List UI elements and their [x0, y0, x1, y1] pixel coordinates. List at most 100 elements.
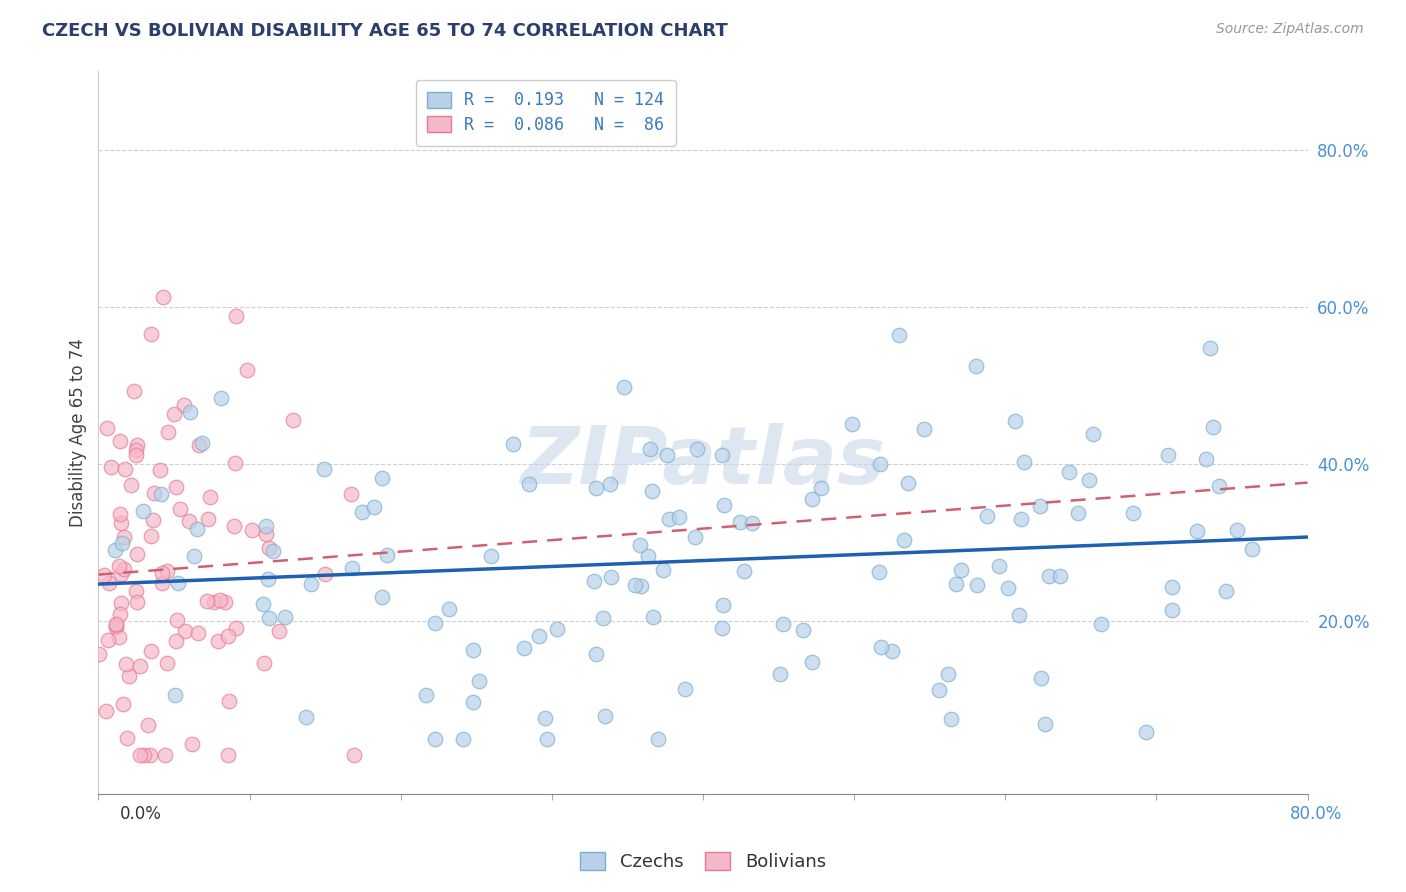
- Point: [187, 626, 209, 640]
- Point: [129, 659, 152, 673]
- Point: [976, 508, 998, 523]
- Point: [236, 363, 259, 377]
- Point: [585, 647, 607, 661]
- Point: [110, 516, 132, 530]
- Point: [267, 624, 290, 639]
- Point: [437, 602, 460, 616]
- Point: [155, 747, 177, 762]
- Point: [1135, 725, 1157, 739]
- Point: [810, 481, 832, 495]
- Legend: R =  0.193   N = 124, R =  0.086   N =  86: R = 0.193 N = 124, R = 0.086 N = 86: [416, 79, 676, 145]
- Point: [769, 667, 792, 681]
- Point: [150, 576, 173, 591]
- Point: [887, 328, 910, 343]
- Point: [127, 548, 149, 562]
- Point: [174, 624, 197, 639]
- Point: [728, 515, 751, 529]
- Point: [256, 573, 278, 587]
- Point: [142, 485, 165, 500]
- Point: [468, 673, 491, 688]
- Point: [110, 507, 132, 521]
- Point: [150, 566, 173, 580]
- Point: [136, 718, 159, 732]
- Point: [139, 644, 162, 658]
- Point: [225, 622, 247, 636]
- Point: [461, 695, 484, 709]
- Point: [711, 448, 734, 462]
- Point: [583, 574, 606, 588]
- Point: [882, 643, 904, 657]
- Point: [949, 563, 972, 577]
- Point: [1067, 506, 1090, 520]
- Point: [686, 442, 709, 456]
- Point: [600, 570, 623, 584]
- Point: [585, 481, 607, 495]
- Point: [118, 669, 141, 683]
- Point: [183, 549, 205, 564]
- Point: [965, 359, 987, 373]
- Point: [1122, 506, 1144, 520]
- Point: [741, 516, 763, 530]
- Point: [217, 747, 239, 762]
- Point: [314, 567, 336, 582]
- Point: [536, 731, 558, 746]
- Point: [122, 384, 145, 399]
- Point: [1208, 478, 1230, 492]
- Point: [772, 616, 794, 631]
- Point: [202, 595, 225, 609]
- Point: [1038, 568, 1060, 582]
- Point: [997, 582, 1019, 596]
- Point: [592, 611, 614, 625]
- Point: [105, 618, 128, 632]
- Point: [1029, 499, 1052, 513]
- Point: [169, 501, 191, 516]
- Point: [897, 476, 920, 491]
- Point: [257, 541, 280, 556]
- Point: [423, 615, 446, 630]
- Point: [207, 634, 229, 648]
- Point: [214, 595, 236, 609]
- Point: [479, 549, 502, 563]
- Point: [177, 514, 200, 528]
- Point: [187, 438, 209, 452]
- Point: [104, 543, 127, 558]
- Point: [254, 518, 277, 533]
- Point: [108, 630, 131, 644]
- Point: [801, 491, 824, 506]
- Point: [191, 436, 214, 450]
- Point: [638, 442, 661, 457]
- Point: [1195, 452, 1218, 467]
- Point: [425, 731, 447, 746]
- Point: [1157, 448, 1180, 462]
- Point: [108, 607, 131, 622]
- Point: [299, 577, 322, 591]
- Point: [165, 688, 187, 702]
- Point: [200, 490, 222, 504]
- Point: [173, 399, 195, 413]
- Point: [529, 629, 551, 643]
- Point: [108, 558, 131, 573]
- Point: [1226, 523, 1249, 537]
- Text: CZECH VS BOLIVIAN DISABILITY AGE 65 TO 74 CORRELATION CHART: CZECH VS BOLIVIAN DISABILITY AGE 65 TO 7…: [42, 22, 728, 40]
- Point: [209, 392, 232, 406]
- Point: [141, 529, 163, 543]
- Point: [652, 563, 675, 577]
- Point: [1008, 608, 1031, 623]
- Point: [800, 655, 823, 669]
- Point: [375, 548, 398, 562]
- Point: [637, 549, 659, 564]
- Point: [163, 407, 186, 421]
- Text: ZIPatlas: ZIPatlas: [520, 423, 886, 500]
- Point: [533, 711, 555, 725]
- Point: [156, 564, 179, 578]
- Point: [257, 611, 280, 625]
- Point: [120, 477, 142, 491]
- Point: [869, 458, 891, 472]
- Point: [179, 404, 201, 418]
- Point: [668, 510, 690, 524]
- Point: [711, 599, 734, 613]
- Point: [461, 643, 484, 657]
- Point: [1202, 419, 1225, 434]
- Point: [124, 448, 146, 462]
- Point: [105, 620, 128, 634]
